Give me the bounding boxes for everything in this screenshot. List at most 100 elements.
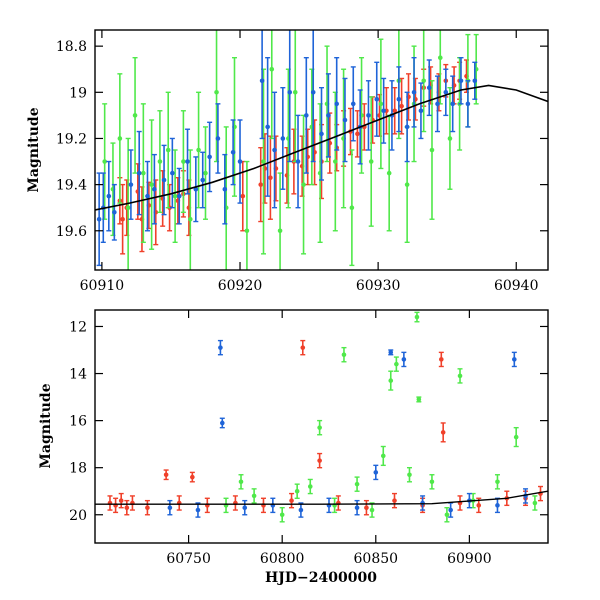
top-point-blue [176, 193, 182, 199]
top-point-green [421, 78, 427, 84]
bottom-y-tick-label: 14 [69, 367, 87, 383]
top-point-blue [215, 136, 221, 141]
bottom-point-green [369, 507, 375, 513]
top-point-blue [272, 147, 277, 153]
top-point-blue [145, 193, 150, 199]
top-point-blue [152, 186, 157, 192]
bottom-x-tick-label: 60850 [354, 551, 399, 567]
top-point-blue [170, 170, 175, 176]
top-point-blue [326, 113, 331, 118]
top-point-blue [374, 96, 380, 102]
top-point-red [120, 216, 125, 222]
bottom-point-red [124, 505, 130, 510]
top-point-green [261, 159, 266, 164]
top-point-blue [128, 182, 134, 187]
bottom-panel-points [107, 311, 544, 523]
top-point-green [378, 101, 384, 107]
bottom-point-green [495, 479, 500, 485]
top-point-red [355, 131, 360, 137]
bottom-point-blue [242, 505, 248, 510]
top-x-tick-label: 60940 [494, 278, 539, 294]
top-y-tick-label: 19.2 [56, 131, 87, 147]
bottom-point-red [392, 498, 397, 503]
top-panel: 60910 60920 60930 60940 18.81919.219.419.6 … [26, 29, 549, 294]
top-y-tick-label: 19 [69, 85, 87, 101]
top-point-red [392, 108, 397, 114]
bottom-point-blue [388, 350, 394, 355]
top-point-blue [237, 159, 243, 164]
bottom-point-blue [420, 500, 425, 506]
top-point-blue [265, 124, 270, 130]
top-point-green [386, 170, 392, 176]
bottom-x-tick-label: 60800 [260, 551, 305, 567]
top-point-green [157, 159, 163, 164]
bottom-point-red [440, 430, 446, 435]
top-point-green [117, 136, 123, 141]
top-point-blue [161, 177, 167, 183]
top-point-blue [465, 101, 471, 107]
bottom-point-blue [401, 357, 407, 362]
top-point-blue [295, 159, 301, 164]
bottom-point-green [307, 484, 313, 489]
top-point-green [429, 147, 435, 153]
top-point-blue [259, 78, 265, 84]
bottom-panel: 60750 60800 60850 60900 12 14 16 18 20 Magnitud… [38, 309, 549, 586]
top-point-blue [458, 78, 464, 84]
top-point-blue [418, 108, 424, 114]
bottom-point-green [444, 512, 450, 518]
top-point-green [165, 147, 171, 153]
top-point-blue [310, 90, 316, 95]
bottom-y-tick-label: 16 [69, 414, 87, 430]
top-point-blue [366, 113, 371, 118]
top-point-green [368, 159, 374, 164]
top-point-blue [426, 85, 432, 90]
top-point-green [292, 90, 298, 95]
top-point-blue [222, 186, 228, 192]
top-point-green [244, 228, 250, 234]
top-point-green [437, 55, 443, 60]
bottom-point-green [513, 434, 519, 440]
top-point-blue [200, 177, 206, 183]
bottom-point-red [145, 505, 150, 510]
top-point-blue [443, 90, 449, 95]
top-point-blue [193, 186, 199, 192]
top-x-tick-label: 60930 [356, 278, 401, 294]
bottom-point-red [439, 357, 444, 362]
top-point-blue [404, 124, 410, 130]
bottom-point-blue [219, 420, 225, 426]
top-point-red [258, 182, 264, 187]
top-point-blue [304, 113, 309, 118]
bottom-y-tick-label: 18 [69, 461, 87, 477]
bottom-point-green [414, 314, 420, 320]
bottom-panel-frame [94, 309, 549, 544]
top-point-green [269, 66, 275, 72]
bottom-point-red [476, 503, 482, 508]
top-point-red [240, 193, 246, 199]
bottom-y-axis-title: Magnitude [38, 383, 54, 468]
top-point-green [149, 182, 154, 187]
top-point-green [349, 205, 355, 210]
top-point-red [399, 103, 404, 109]
top-point-green [181, 159, 186, 164]
top-point-blue [230, 150, 236, 155]
top-y-axis-title: Magnitude [26, 107, 42, 192]
top-point-blue [106, 193, 112, 199]
bottom-point-green [251, 493, 257, 499]
bottom-model-curve [95, 490, 548, 505]
bottom-point-green [341, 352, 347, 358]
bottom-point-red [190, 474, 195, 480]
top-y-tick-label: 19.4 [56, 178, 87, 194]
top-point-green [404, 182, 410, 187]
top-point-green [172, 193, 178, 199]
top-panel-points [96, 30, 479, 270]
bottom-point-red [300, 345, 306, 350]
top-point-blue [381, 108, 386, 114]
top-point-green [214, 90, 219, 95]
bottom-point-green [317, 425, 322, 430]
top-point-green [187, 216, 193, 222]
top-point-green [132, 113, 138, 118]
bottom-x-tick-label: 60900 [447, 551, 492, 567]
top-point-blue [280, 136, 286, 141]
bottom-point-blue [218, 345, 223, 350]
bottom-point-blue [512, 357, 517, 362]
